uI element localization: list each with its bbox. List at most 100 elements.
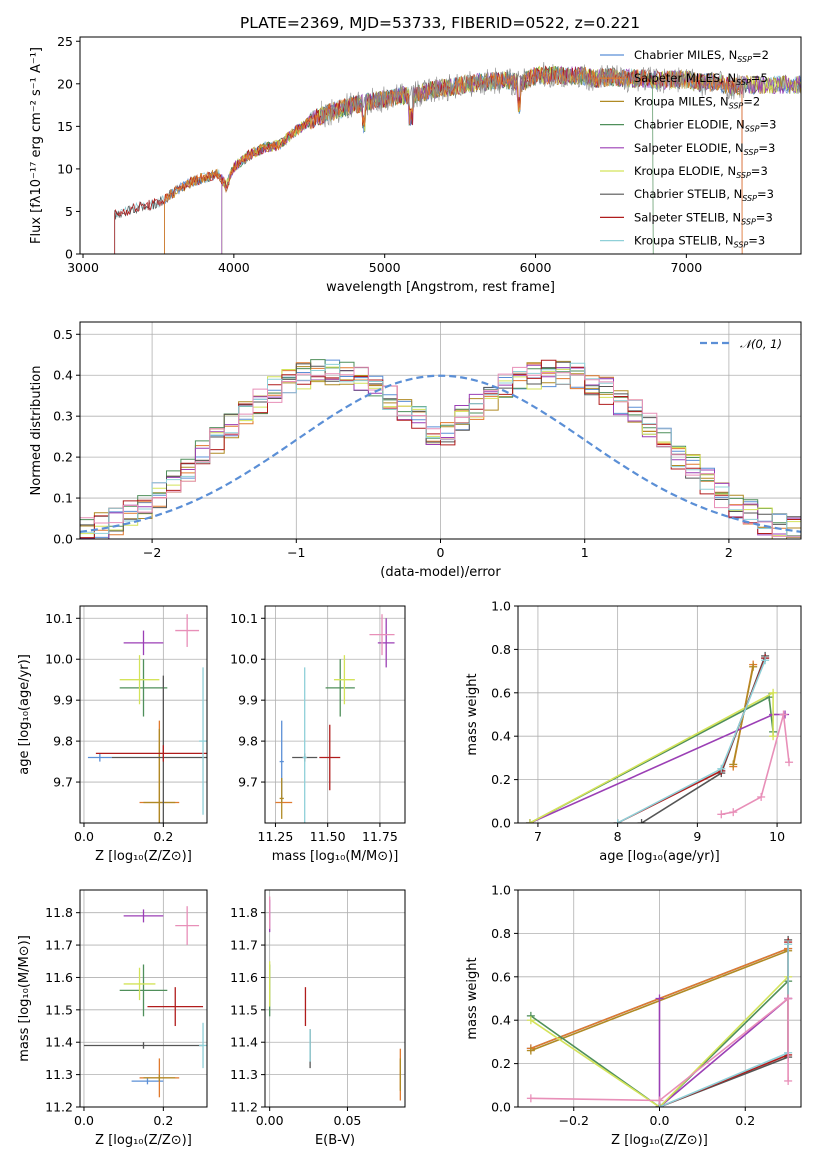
- weight-marker: [729, 760, 738, 769]
- panel-massweight-vs-age: 7 8 9 10 0.0 0.2 0.4 0.6 0.8 1.0 age [log₁₀(age/yr…: [465, 599, 802, 864]
- x-tick-label: 0.0: [74, 1113, 94, 1128]
- weight-marker: [655, 1096, 664, 1105]
- x-tick-label: 10: [769, 829, 785, 844]
- weight-marker: [526, 1046, 535, 1055]
- y-axis-label: Flux [fλ10⁻¹⁷ erg cm⁻² s⁻¹ A⁻¹]: [29, 47, 44, 244]
- weight-marker: [784, 1076, 793, 1085]
- x-tick-label: 8: [614, 829, 622, 844]
- y-tick-label: 9.8: [238, 734, 258, 749]
- x-tick-label: 5000: [369, 260, 401, 275]
- axes-frame: [264, 889, 406, 1108]
- weight-marker: [769, 732, 778, 741]
- y-tick-label: 11.5: [45, 1002, 73, 1017]
- weight-marker: [655, 994, 664, 1003]
- errorbar-point: [199, 667, 207, 815]
- weight-line: [530, 996, 789, 1102]
- y-tick-label: 0.2: [491, 772, 511, 787]
- x-tick-label: 0.2: [735, 1113, 755, 1128]
- y-tick-label: 11.5: [230, 1002, 258, 1017]
- weight-marker: [761, 656, 770, 665]
- errorbar-point: [119, 659, 168, 717]
- errorbar-point: [83, 1042, 204, 1049]
- errorbar-point: [377, 618, 395, 668]
- legend-entry: Chabrier MILES, NSSP=2: [634, 48, 769, 64]
- weight-marker: [785, 758, 794, 767]
- errorbar-point: [333, 655, 355, 705]
- y-tick-label: 0.0: [491, 1100, 511, 1115]
- y-tick-label: 1.0: [491, 599, 511, 614]
- y-tick-label: 11.7: [45, 938, 73, 953]
- legend-entry: Salpeter MILES, NSSP=5: [634, 71, 768, 87]
- errorbar-point: [302, 667, 307, 823]
- y-tick-label: 9.7: [53, 775, 73, 790]
- y-tick-label: 1.0: [491, 883, 511, 898]
- x-tick-label: 0.0: [74, 829, 94, 844]
- errorbar-point: [143, 1074, 176, 1082]
- errorbar-point: [119, 655, 160, 705]
- plot-area: [80, 322, 801, 539]
- y-axis-label: mass [log₁₀(M/M⊙)]: [17, 935, 32, 1062]
- errorbar-point: [325, 659, 355, 717]
- legend-entry: Kroupa ELODIE, NSSP=3: [634, 164, 768, 180]
- weight-marker: [526, 1094, 535, 1103]
- errorbar-point: [95, 745, 207, 762]
- plot-area: [518, 606, 801, 823]
- weight-marker: [784, 940, 793, 949]
- axes-frame: [517, 605, 802, 824]
- figure-title: PLATE=2369, MJD=53733, FIBERID=0522, z=0…: [240, 14, 640, 32]
- x-tick-label: 0.0: [650, 1113, 670, 1128]
- legend-entry: Chabrier ELODIE, NSSP=3: [634, 118, 776, 134]
- x-tick-label: 3000: [67, 260, 99, 275]
- x-tick-label: 6000: [520, 260, 552, 275]
- weight-line: [530, 976, 789, 1107]
- y-tick-label: 0.4: [491, 1013, 511, 1028]
- weight-marker: [637, 819, 646, 823]
- y-tick-label: 0.3: [53, 409, 73, 424]
- errorbar-point: [87, 753, 112, 762]
- y-tick-label: 11.3: [45, 1067, 73, 1082]
- weight-marker: [613, 819, 622, 823]
- weight-line: [658, 997, 789, 1107]
- y-tick-label: 25: [57, 34, 73, 49]
- y-tick-label: 9.9: [238, 693, 258, 708]
- x-tick-label: 1: [581, 545, 589, 560]
- y-tick-label: 11.4: [230, 1035, 258, 1050]
- y-tick-label: 11.6: [45, 970, 73, 985]
- histogram-step: [80, 366, 801, 539]
- x-axis-label: (data-model)/error: [380, 565, 501, 580]
- y-tick-label: 0.4: [491, 729, 511, 744]
- y-tick-label: 10.1: [230, 611, 258, 626]
- panel-mass-vs-Z: 0.0 0.2 11.2 11.3 11.4 11.5 11.6 11.7 11.8 Z [log…: [17, 889, 208, 1148]
- x-tick-label: 0.00: [256, 1113, 284, 1128]
- legend-entry: Salpeter STELIB, NSSP=3: [634, 210, 773, 226]
- plot-area: [518, 890, 801, 1107]
- y-tick-label: 11.8: [230, 905, 258, 920]
- y-tick-label: 5: [65, 204, 73, 219]
- x-tick-label: 11.75: [362, 829, 398, 844]
- y-tick-label: 11.2: [230, 1100, 258, 1115]
- x-tick-label: 11.25: [258, 829, 294, 844]
- y-tick-label: 0: [65, 247, 73, 262]
- y-tick-label: 15: [57, 119, 73, 134]
- y-axis-label: mass weight: [465, 957, 480, 1039]
- axes-frame: [79, 36, 802, 255]
- panel-age-vs-mass: 11.25 11.50 11.75 9.7 9.8 9.9 10.0 10.1 mass [lo…: [230, 605, 406, 864]
- legend-entry: 𝒩(0, 1): [740, 337, 782, 351]
- y-tick-label: 10: [57, 161, 73, 176]
- observed-spectrum: [321, 61, 747, 128]
- y-tick-label: 11.2: [45, 1100, 73, 1115]
- x-axis-label: E(B-V): [315, 1133, 355, 1148]
- weight-marker: [749, 662, 758, 671]
- legend-entry: Chabrier STELIB, NSSP=3: [634, 187, 774, 203]
- x-tick-label: −1: [287, 545, 305, 560]
- y-tick-label: 0.4: [53, 368, 73, 383]
- x-axis-label: mass [log₁₀(M/M⊙)]: [272, 849, 399, 864]
- x-axis-label: Z [log₁₀(Z/Z⊙)]: [611, 1133, 708, 1148]
- weight-marker: [757, 792, 766, 801]
- plot-area: [265, 606, 405, 823]
- y-axis-label: age [log₁₀(age/yr)]: [17, 654, 32, 775]
- y-tick-label: 11.4: [45, 1035, 73, 1050]
- plot-area: [80, 606, 207, 823]
- x-axis-label: Z [log₁₀(Z/Z⊙)]: [95, 849, 192, 864]
